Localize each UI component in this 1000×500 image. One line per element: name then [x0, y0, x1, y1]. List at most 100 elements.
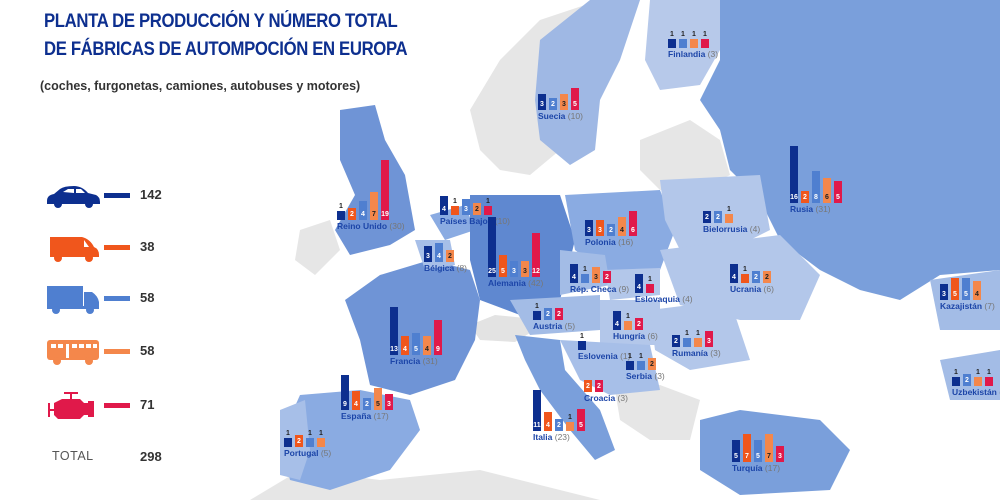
bar-chart: 11 4 2 1 5 [533, 361, 585, 431]
van-bar: 2 [295, 434, 303, 447]
bar-value: 2 [637, 321, 641, 328]
bar-value: 3 [523, 268, 527, 275]
country-total: (17) [373, 411, 389, 421]
engine-bar: 9 [434, 320, 442, 355]
bar-value: 4 [572, 274, 576, 281]
bus-bar: 7 [765, 433, 773, 462]
country-label: Portugal (5) [284, 448, 331, 458]
bar-value: 5 [964, 291, 968, 298]
truck-bar: 5 [754, 440, 762, 462]
bar-value: 1 [743, 265, 747, 273]
land-turkey [700, 410, 850, 495]
bar-value: 3 [778, 453, 782, 460]
country-name: Finlandia [668, 49, 708, 59]
car-bar: 3 [940, 284, 948, 300]
country-group-rusia: 16 2 8 6 5 Rusia (31) [790, 133, 842, 214]
bar-value: 4 [361, 211, 365, 218]
country-label: Ucrania (6) [730, 284, 774, 294]
country-name: Portugal [284, 448, 321, 458]
bar-value: 5 [573, 101, 577, 108]
country-group-españa: 9 4 2 5 3 España (17) [341, 340, 393, 421]
truck-bar: 2 [607, 223, 615, 236]
country-group-reino-unido: 1 2 4 7 19 Reino Unido (30) [337, 150, 405, 231]
truck-bar: 1 [637, 353, 645, 370]
van-bar: 2 [348, 207, 356, 220]
bar-value: 5 [414, 346, 418, 353]
country-total: (4) [749, 224, 761, 234]
bus-bar: 2 [763, 270, 771, 283]
country-group-francia: 13 4 5 4 9 Francia (31) [390, 285, 442, 366]
bar-value: 1 [987, 368, 991, 376]
land-ireland [295, 220, 340, 275]
bar-value: 2 [716, 214, 720, 221]
total-label: TOTAL [52, 449, 94, 463]
bar-value: 1 [486, 197, 490, 205]
truck-bar: 1 [683, 330, 691, 347]
legend-item-cars: 142 [44, 181, 174, 211]
country-name: Eslovenia [578, 351, 621, 361]
bar-value: 1 [692, 30, 696, 38]
country-group-ucrania: 4 1 2 2 Ucrania (6) [730, 213, 774, 294]
bar-value: 1 [319, 429, 323, 437]
truck-bar: 2 [549, 97, 557, 110]
country-total: (6) [763, 284, 774, 294]
bus-bar: 1 [566, 414, 574, 431]
land-spain [280, 390, 420, 490]
total-value: 298 [140, 449, 162, 464]
subtitle: (coches, furgonetas, camiones, autobuses… [40, 79, 361, 93]
truck-bar: 2 [714, 210, 722, 223]
country-name: Rusia [790, 204, 816, 214]
bus-bar: 1 [974, 369, 982, 386]
country-group-rumanía: 2 1 1 3 Rumanía (3) [672, 277, 721, 358]
bar-value: 1 [976, 368, 980, 376]
country-name: Ucrania [730, 284, 764, 294]
country-total: (9) [618, 284, 630, 294]
page-title: PLANTA DE PRODUCCIÓN Y NÚMERO TOTAL DE F… [44, 8, 408, 64]
bar-value: 2 [297, 438, 301, 445]
bar-value: 6 [631, 227, 635, 234]
country-name: Suecia [538, 111, 568, 121]
car-bar: 2 [672, 334, 680, 347]
engine-bar: 2 [603, 270, 611, 283]
country-total: (5) [320, 448, 332, 458]
country-label: Alemania (42) [488, 278, 543, 288]
bar-value: 3 [426, 253, 430, 260]
truck-bar: 1 [306, 430, 314, 447]
van-bar: 4 [352, 391, 360, 410]
bus-bar: 2 [473, 202, 481, 215]
country-label: Uzbekistán (4) [952, 387, 1000, 397]
country-name: Turquía [732, 463, 765, 473]
country-group-suecia: 3 2 3 5 Suecia (10) [538, 40, 583, 121]
country-label: Finlandia (3) [668, 49, 718, 59]
bar-value: 11 [533, 422, 541, 429]
country-label: Bélgica (8) [424, 263, 467, 273]
bus-bar: 4 [423, 336, 431, 355]
land-czech [560, 250, 610, 295]
bar-value: 3 [594, 274, 598, 281]
country-group-países-bajos: 4 1 3 2 1 Países Bajos (10) [440, 145, 510, 226]
car-icon [47, 186, 100, 208]
bar-value: 3 [387, 401, 391, 408]
bar-value: 19 [381, 211, 389, 218]
country-total: (17) [764, 463, 781, 473]
bar-value: 2 [650, 361, 654, 368]
country-label: Francia (31) [390, 356, 442, 366]
truck-bar: 2 [963, 373, 971, 386]
country-label: Países Bajos (10) [440, 216, 510, 226]
car-bar: 3 [424, 246, 432, 262]
country-label: Polonia (16) [585, 237, 637, 247]
van-bar: 7 [743, 433, 751, 462]
bus-bar: 1 [690, 31, 698, 48]
bar-value: 1 [580, 332, 584, 340]
truck-bar: 2 [555, 418, 563, 431]
bar-value: 4 [425, 346, 429, 353]
country-total: (31) [422, 356, 438, 366]
country-total: (10) [494, 216, 510, 226]
bar-value: 3 [512, 268, 516, 275]
truck-bar: 8 [812, 171, 820, 203]
van-bar: 1 [451, 198, 459, 215]
land-germany [470, 195, 575, 315]
